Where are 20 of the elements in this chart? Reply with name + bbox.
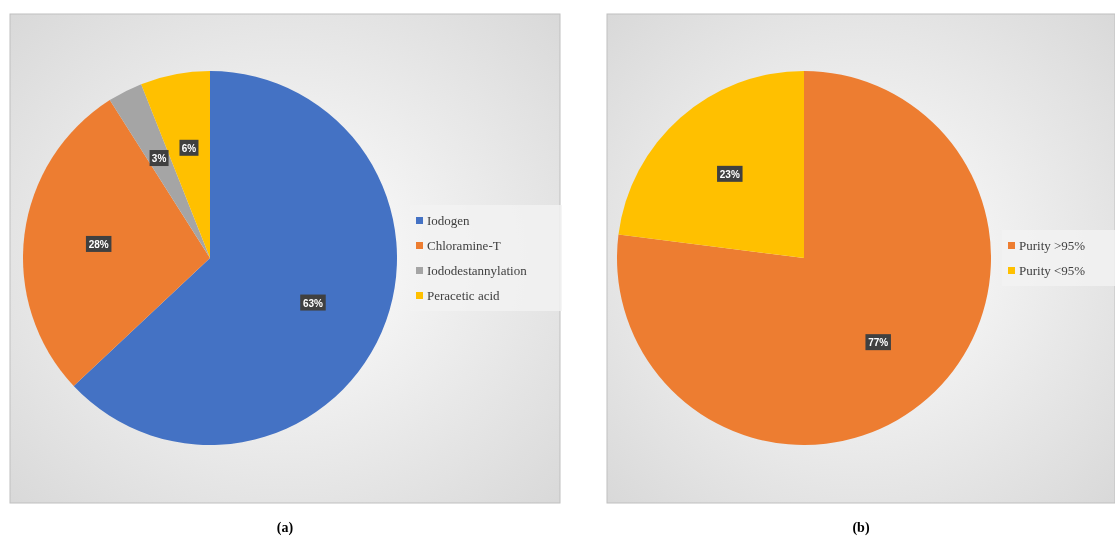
pie-slice [141,71,210,258]
legend-label: Iododestannylation [427,263,528,278]
pie-slice [73,71,397,445]
legend-label: Iodogen [427,213,471,228]
data-label: 23% [719,168,740,180]
data-label: 63% [302,297,324,309]
data-label: 77% [868,337,889,349]
legend-label: Chloramine-T [427,238,501,253]
data-label: 6% [181,142,197,154]
pie-slice [23,100,210,387]
data-label: 28% [88,238,109,250]
pie-slice [618,71,804,258]
data-label: 3% [151,153,167,165]
text: (a) [276,520,294,536]
legend-label: Purity <95% [1019,263,1086,278]
legend-label: Peracetic acid [427,288,501,303]
legend-label: Purity >95% [1019,238,1086,253]
text: (b) [852,520,870,536]
pie-slice [109,84,210,258]
pie-slice [617,71,991,445]
